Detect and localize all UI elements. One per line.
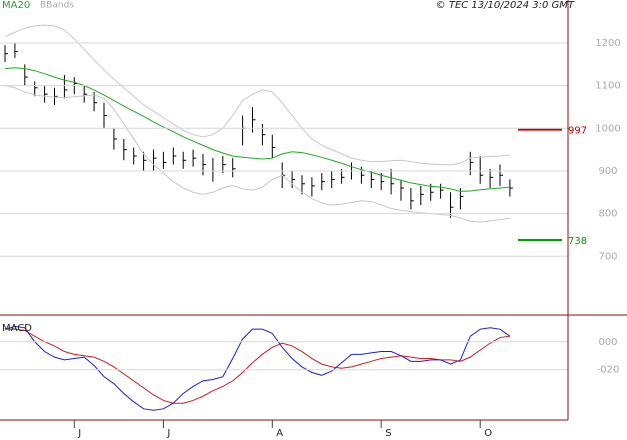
ma-line xyxy=(4,67,510,192)
source: © TEC 13/10/2024 3:0 GMT xyxy=(436,0,575,11)
legend-bbands: BBands xyxy=(40,1,74,11)
x-tick-label: O xyxy=(484,428,492,439)
level-label: 997 xyxy=(568,126,587,137)
x-tick-label: J xyxy=(166,428,170,439)
band-lower xyxy=(4,85,510,223)
macd-line xyxy=(4,325,511,411)
y-tick-label: 800 xyxy=(598,209,617,220)
x-tick-label: J xyxy=(77,428,81,439)
x-tick-label: A xyxy=(276,428,283,439)
y-tick-label: 1200 xyxy=(595,38,620,49)
macd-line xyxy=(5,328,510,404)
y-tick-label: 700 xyxy=(598,251,617,262)
y-tick-label: -020 xyxy=(597,365,620,376)
legend-ma20: MA20 xyxy=(2,0,30,11)
level-label: 738 xyxy=(568,236,587,247)
y-tick-label: 1000 xyxy=(595,123,620,134)
y-tick-label: 000 xyxy=(598,337,617,348)
x-tick-label: S xyxy=(385,428,391,439)
y-tick-label: 1100 xyxy=(595,81,620,92)
y-tick-label: 900 xyxy=(598,166,617,177)
band-upper xyxy=(4,24,510,166)
panel-title: MACD xyxy=(2,323,32,334)
